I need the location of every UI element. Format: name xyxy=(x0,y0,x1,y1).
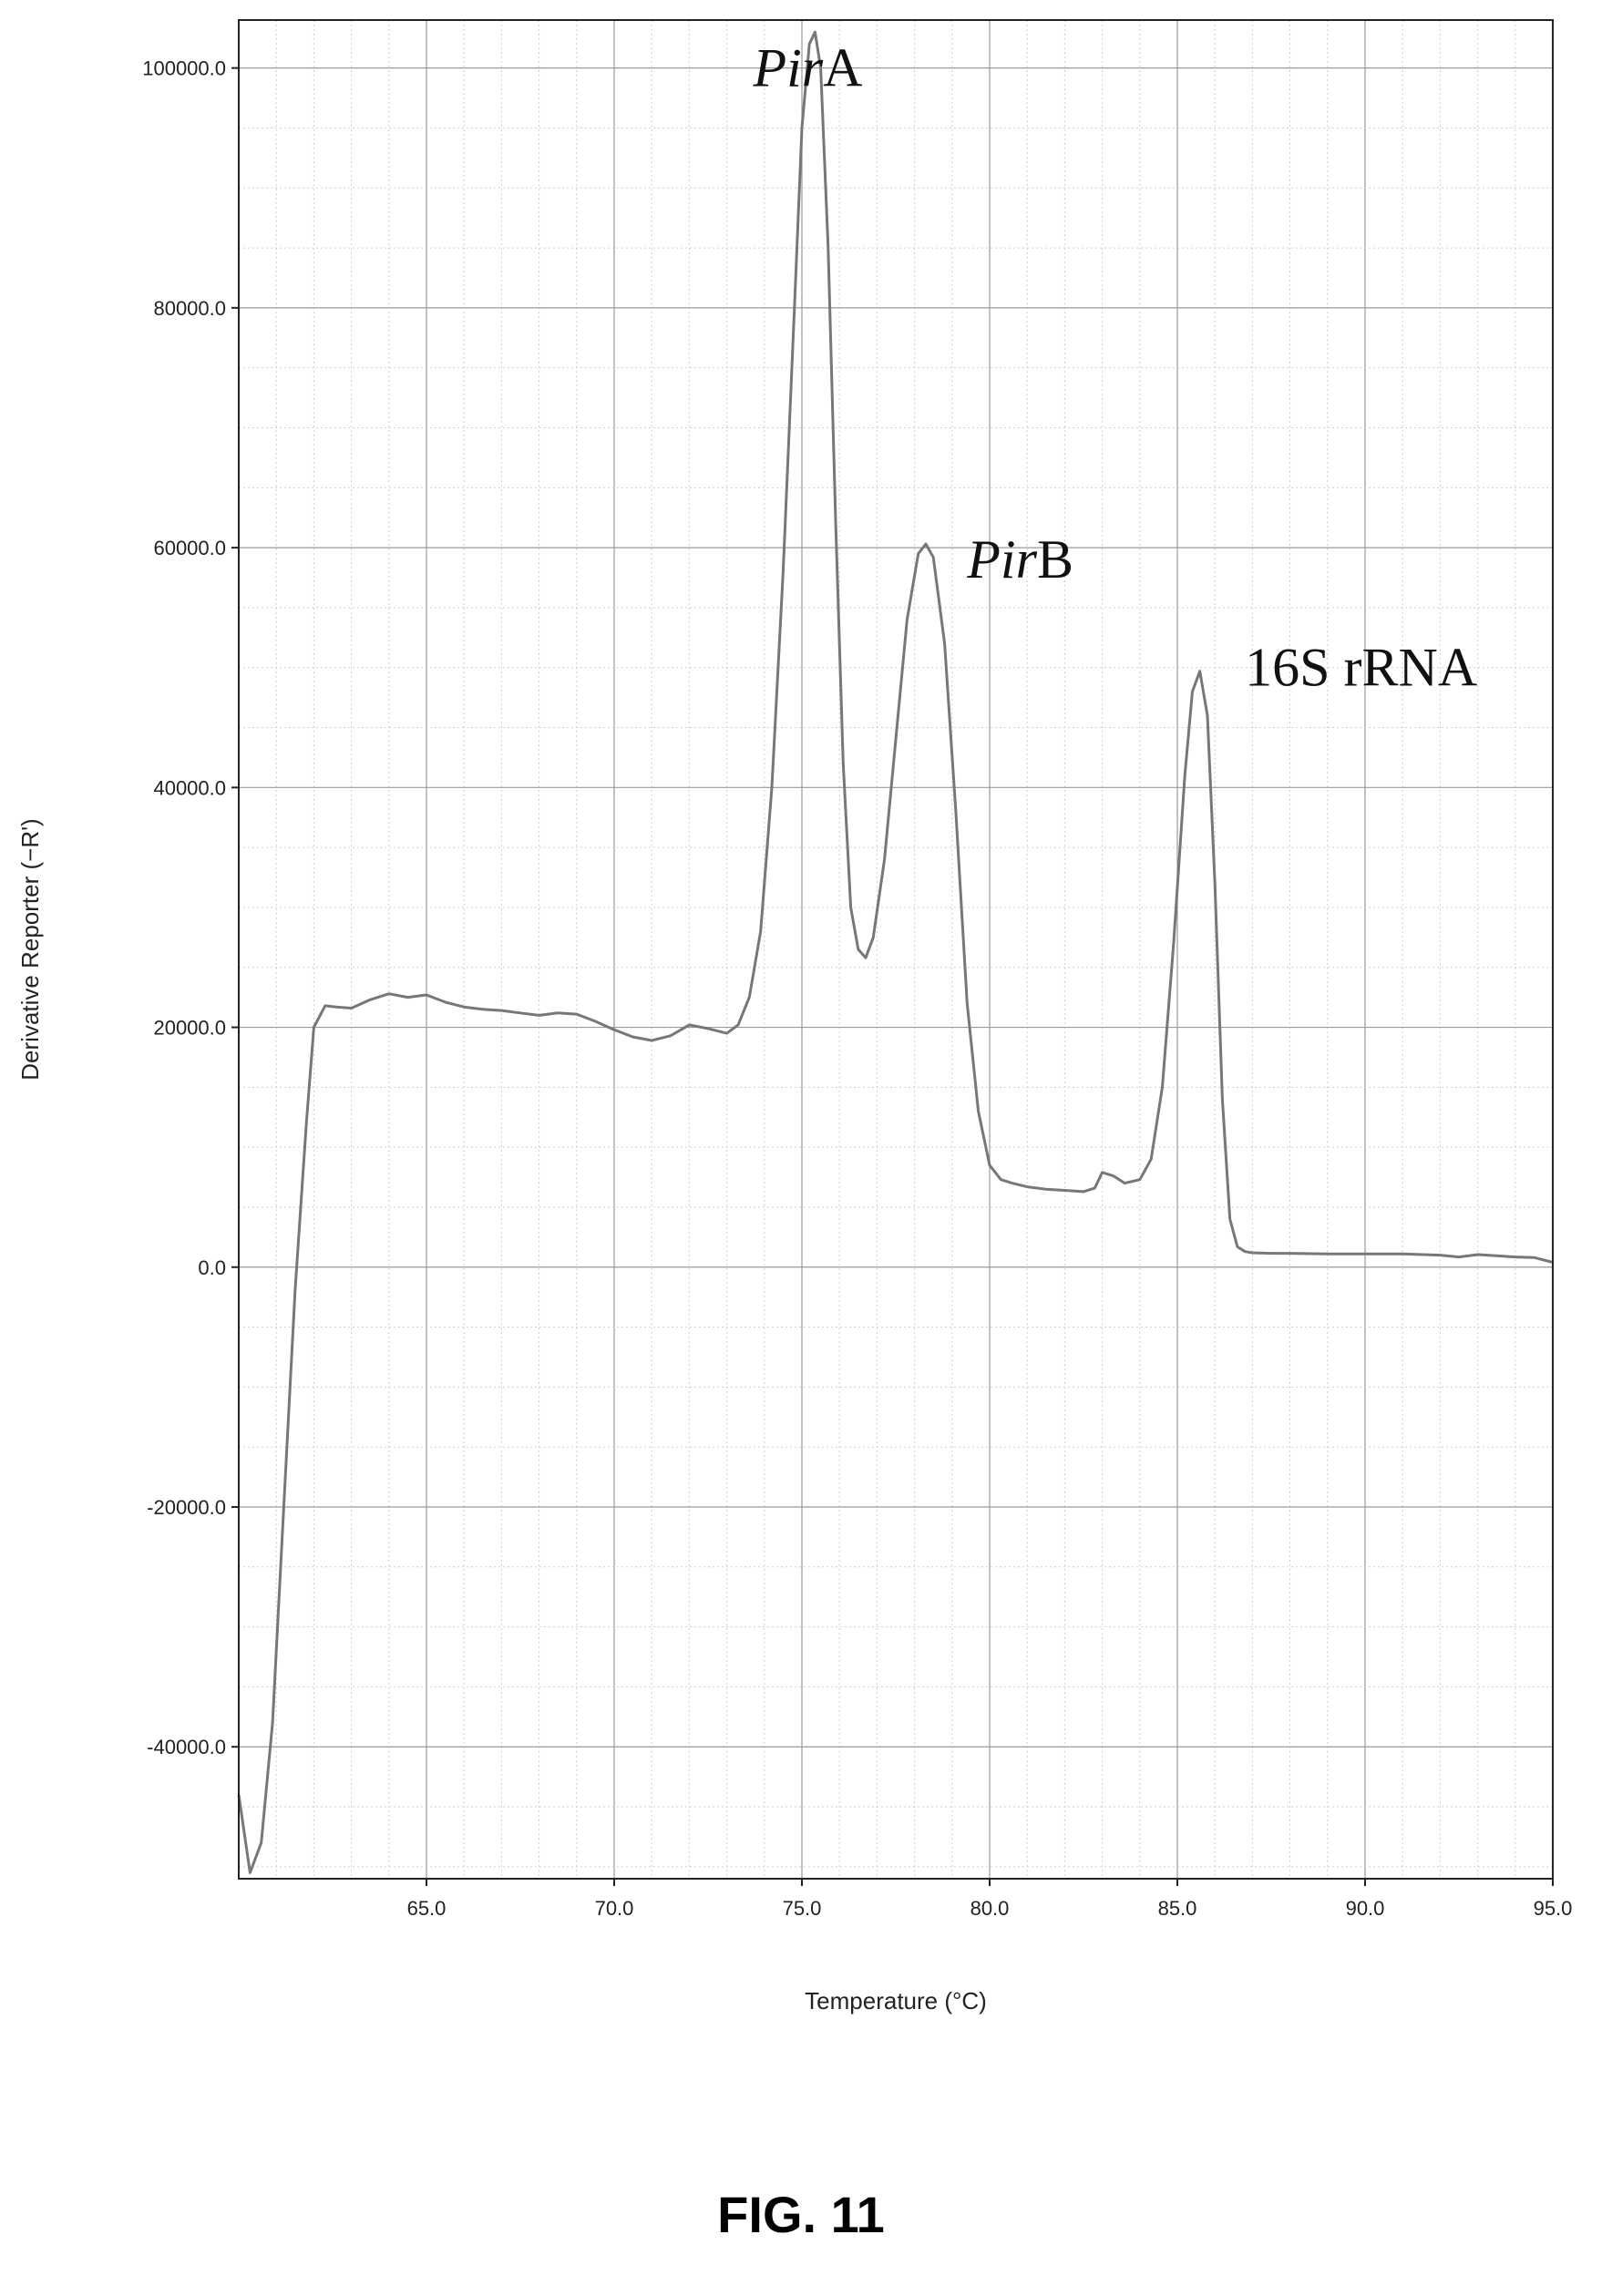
peak-label-text: 16S rRNA xyxy=(1245,637,1477,697)
peak-label: PirB xyxy=(966,529,1073,589)
y-tick-label: 80000.0 xyxy=(153,297,226,320)
y-tick-label: 100000.0 xyxy=(142,57,226,80)
x-tick-label: 75.0 xyxy=(783,1897,822,1920)
y-axis-label: Derivative Reporter (−R') xyxy=(16,818,44,1080)
y-axis-ticks: 100000.0 80000.0 60000.0 40000.0 20000.0 0.0 -… xyxy=(142,57,239,1758)
peak-label-text: B xyxy=(1037,529,1073,589)
peak-label: PirA xyxy=(752,37,862,97)
y-tick-label: 40000.0 xyxy=(153,776,226,799)
peak-label-italic: Pir xyxy=(966,529,1037,589)
x-tick-label: 90.0 xyxy=(1346,1897,1385,1920)
x-tick-label: 95.0 xyxy=(1534,1897,1573,1920)
x-axis-label: Temperature (°C) xyxy=(805,1987,987,2014)
curve-layer xyxy=(237,30,1554,1874)
x-axis-ticks: 65.0 70.0 75.0 80.0 85.0 90.0 95.0 xyxy=(407,1879,1573,1920)
peak-label-text: A xyxy=(823,37,862,97)
chart-grid xyxy=(238,20,1554,1879)
y-tick-label: -20000.0 xyxy=(147,1496,226,1519)
y-tick-label: -40000.0 xyxy=(147,1736,226,1758)
melt-curve-line xyxy=(237,30,1554,1874)
y-tick-label: 60000.0 xyxy=(153,537,226,559)
y-tick-label: 20000.0 xyxy=(153,1017,226,1040)
x-tick-label: 65.0 xyxy=(407,1897,447,1920)
x-tick-label: 70.0 xyxy=(595,1897,634,1920)
x-tick-label: 85.0 xyxy=(1158,1897,1197,1920)
peak-label: 16S rRNA xyxy=(1245,637,1477,697)
peak-label-italic: Pir xyxy=(752,37,823,97)
plot-frame xyxy=(238,19,1554,1880)
x-tick-label: 80.0 xyxy=(970,1897,1010,1920)
figure-label: FIG. 11 xyxy=(717,2186,885,2243)
y-tick-label: 0.0 xyxy=(198,1256,226,1279)
